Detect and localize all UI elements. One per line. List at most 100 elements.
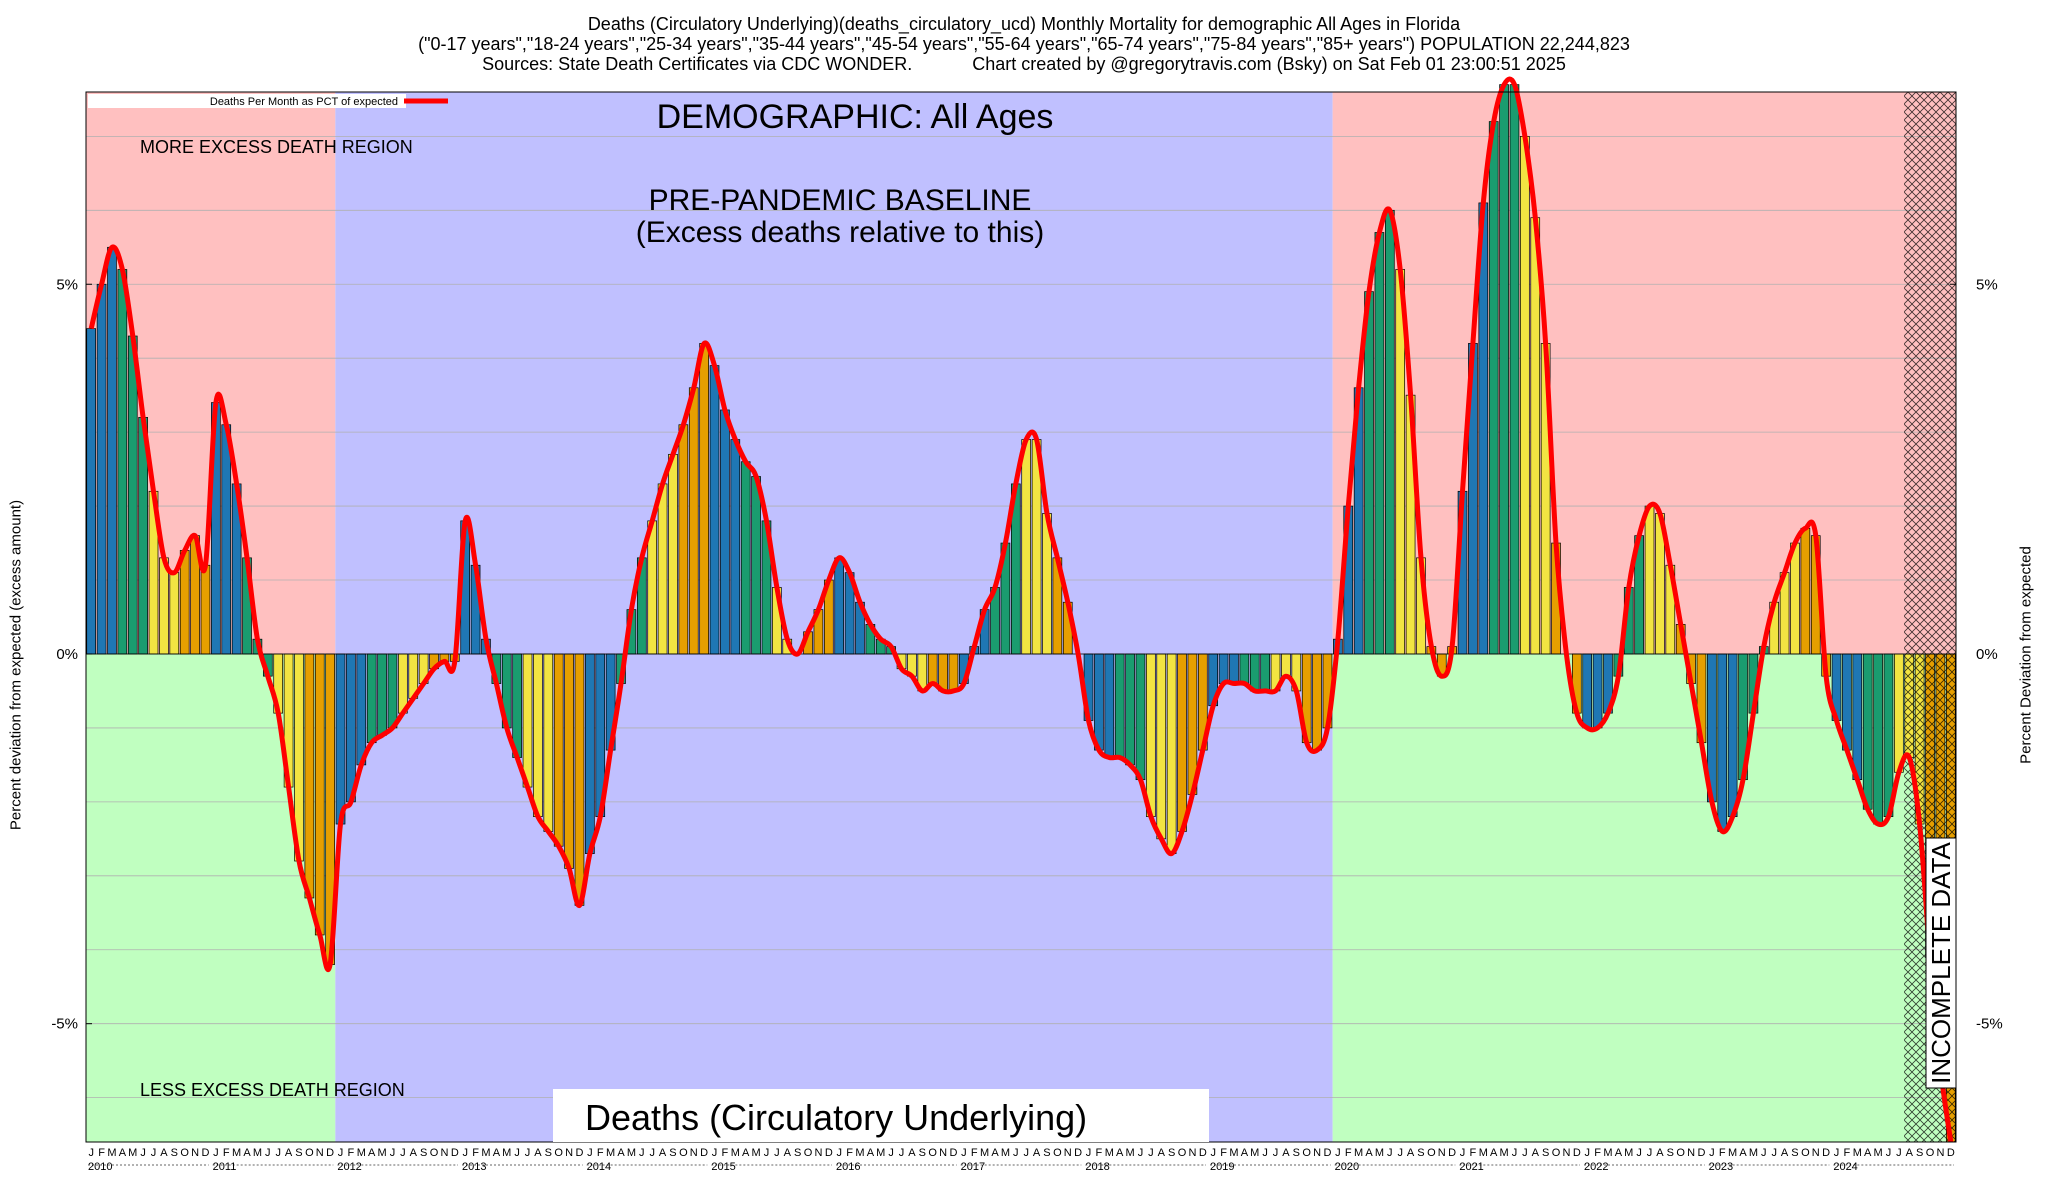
x-tick-month: S: [669, 1147, 676, 1159]
data-bar: [1509, 84, 1520, 655]
x-tick-month: M: [1125, 1147, 1134, 1159]
x-tick-month: M: [1001, 1147, 1010, 1159]
data-bar: [1520, 136, 1530, 655]
x-tick-month: F: [846, 1147, 853, 1159]
data-bar: [1790, 542, 1800, 655]
x-tick-month: J: [1335, 1147, 1341, 1159]
x-tick-month: A: [617, 1147, 625, 1159]
x-tick-month: D: [1947, 1147, 1955, 1159]
x-tick-month: J: [1262, 1147, 1268, 1159]
x-tick-month: D: [1697, 1147, 1705, 1159]
x-tick-month: M: [980, 1147, 989, 1159]
data-bar: [1530, 217, 1541, 655]
x-tick-month: J: [1086, 1147, 1092, 1159]
more-excess-region: [86, 92, 336, 654]
data-bar: [1218, 653, 1229, 684]
data-bar: [1239, 653, 1250, 684]
x-tick-month: N: [939, 1147, 947, 1159]
more-excess-region-label: MORE EXCESS DEATH REGION: [140, 137, 413, 157]
x-tick-month: D: [201, 1147, 209, 1159]
data-bar: [179, 550, 190, 655]
x-tick-month: J: [275, 1147, 281, 1159]
data-bar: [1374, 232, 1385, 655]
x-tick-month: M: [1375, 1147, 1384, 1159]
y-tick-label-right: -5%: [1976, 1016, 2003, 1033]
x-tick-month: A: [410, 1147, 418, 1159]
y-tick-label-right: 0%: [1976, 646, 1998, 663]
data-bar: [647, 520, 658, 655]
x-tick-month: N: [1812, 1147, 1820, 1159]
x-tick-month: J: [1397, 1147, 1403, 1159]
data-bar: [346, 653, 356, 803]
x-tick-month: D: [1448, 1147, 1456, 1159]
x-tick-year: 2016: [836, 1161, 860, 1173]
data-bar: [1364, 291, 1374, 655]
x-tick-month: J: [1148, 1147, 1154, 1159]
x-tick-month: J: [1761, 1147, 1767, 1159]
x-tick-month: M: [502, 1147, 511, 1159]
x-tick-month: J: [1512, 1147, 1518, 1159]
x-tick-month: J: [1522, 1147, 1528, 1159]
x-tick-year: 2019: [1210, 1161, 1234, 1173]
data-bar: [1021, 439, 1032, 655]
bottom-title-box: [553, 1089, 1209, 1142]
x-tick-month: M: [232, 1147, 241, 1159]
x-tick-month: J: [525, 1147, 531, 1159]
data-bar: [699, 343, 709, 655]
data-bar: [1488, 121, 1499, 655]
x-tick-month: N: [1064, 1147, 1072, 1159]
y-axis-label-left: Percent deviation from expected (excess …: [7, 499, 25, 831]
x-tick-month: S: [295, 1147, 302, 1159]
x-tick-month: M: [751, 1147, 760, 1159]
x-tick-month: M: [606, 1147, 615, 1159]
x-tick-month: O: [679, 1147, 688, 1159]
data-bar: [585, 653, 595, 854]
x-tick-month: M: [627, 1147, 636, 1159]
x-tick-month: A: [285, 1147, 293, 1159]
data-bar: [574, 653, 585, 906]
x-tick-month: A: [160, 1147, 168, 1159]
data-bar: [377, 653, 387, 736]
x-tick-month: D: [575, 1147, 583, 1159]
x-tick-month: N: [690, 1147, 698, 1159]
data-bar: [1800, 527, 1811, 655]
x-tick-month: N: [1438, 1147, 1446, 1159]
data-bar: [1229, 653, 1239, 684]
data-bar: [1499, 84, 1509, 655]
x-tick-month: S: [1791, 1147, 1798, 1159]
x-tick-month: M: [1603, 1147, 1612, 1159]
data-bar: [564, 653, 574, 869]
data-bar: [751, 476, 761, 655]
x-tick-month: S: [794, 1147, 801, 1159]
x-tick-month: A: [1906, 1147, 1914, 1159]
x-tick-month: A: [119, 1147, 127, 1159]
x-tick-month: M: [481, 1147, 490, 1159]
data-bar: [1873, 653, 1883, 825]
data-bar: [1146, 653, 1156, 817]
demographic-label: DEMOGRAPHIC: All Ages: [657, 98, 1054, 136]
x-tick-month: A: [534, 1147, 542, 1159]
data-bar: [730, 439, 741, 655]
chart-title-line1: Deaths (Circulatory Underlying)(deaths_c…: [587, 14, 1461, 34]
x-tick-month: J: [639, 1147, 645, 1159]
x-tick-month: M: [1250, 1147, 1259, 1159]
data-bar: [543, 653, 554, 832]
data-bar: [1114, 653, 1125, 758]
x-tick-month: D: [949, 1147, 957, 1159]
data-bar: [1177, 653, 1187, 832]
x-tick-month: A: [1033, 1147, 1041, 1159]
x-tick-month: A: [1241, 1147, 1249, 1159]
x-tick-month: F: [98, 1147, 105, 1159]
x-tick-month: D: [1074, 1147, 1082, 1159]
data-bar: [1592, 653, 1603, 729]
x-tick-month: J: [400, 1147, 406, 1159]
x-tick-month: S: [1293, 1147, 1300, 1159]
data-bar: [720, 409, 730, 655]
x-tick-month: J: [1138, 1147, 1144, 1159]
data-bar: [533, 653, 543, 817]
data-bar: [96, 283, 107, 655]
data-bar: [1894, 653, 1904, 773]
x-tick-month: M: [855, 1147, 864, 1159]
x-tick-month: M: [1229, 1147, 1238, 1159]
